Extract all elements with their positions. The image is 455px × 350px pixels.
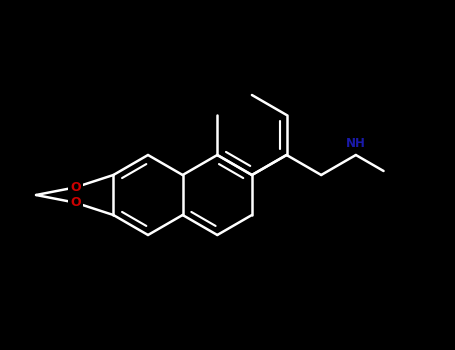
Text: O: O <box>70 181 81 194</box>
Text: O: O <box>70 196 81 209</box>
Text: NH: NH <box>346 137 366 150</box>
